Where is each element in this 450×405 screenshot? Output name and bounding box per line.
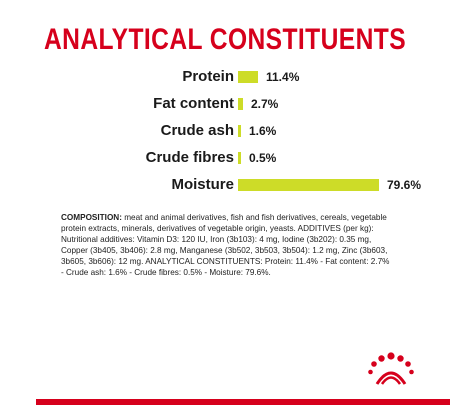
- composition-body: meat and animal derivatives, fish and fi…: [61, 213, 390, 277]
- constituent-row-fat-content: Fat content 2.7%: [0, 92, 450, 116]
- constituent-value: 1.6%: [249, 124, 277, 138]
- page-title: ANALYTICAL CONSTITUENTS: [43, 23, 407, 56]
- constituent-value: 79.6%: [387, 178, 422, 192]
- composition-text: COMPOSITION: meat and animal derivatives…: [61, 212, 391, 278]
- constituent-row-crude-fibres: Crude fibres 0.5%: [0, 146, 450, 170]
- footer-band: [36, 399, 450, 405]
- constituent-label: Protein: [182, 68, 234, 85]
- constituent-bar: [238, 98, 243, 110]
- constituent-bar: [238, 152, 241, 164]
- royal-canin-crown-icon: [368, 352, 414, 385]
- constituent-label: Crude ash: [160, 122, 234, 139]
- constituent-row-crude-ash: Crude ash 1.6%: [0, 119, 450, 143]
- constituent-value: 0.5%: [249, 151, 277, 165]
- constituent-label: Crude fibres: [145, 149, 234, 166]
- constituent-value: 11.4%: [266, 70, 300, 84]
- constituent-row-moisture: Moisture 79.6%: [0, 173, 450, 197]
- constituent-row-protein: Protein 11.4%: [0, 65, 450, 89]
- constituent-bar: [238, 71, 258, 83]
- composition-heading: COMPOSITION:: [61, 213, 122, 222]
- constituent-label: Fat content: [153, 95, 234, 112]
- constituent-bar: [238, 125, 241, 137]
- constituent-label: Moisture: [171, 176, 234, 193]
- constituent-value: 2.7%: [251, 97, 279, 111]
- constituent-bar: [238, 179, 379, 191]
